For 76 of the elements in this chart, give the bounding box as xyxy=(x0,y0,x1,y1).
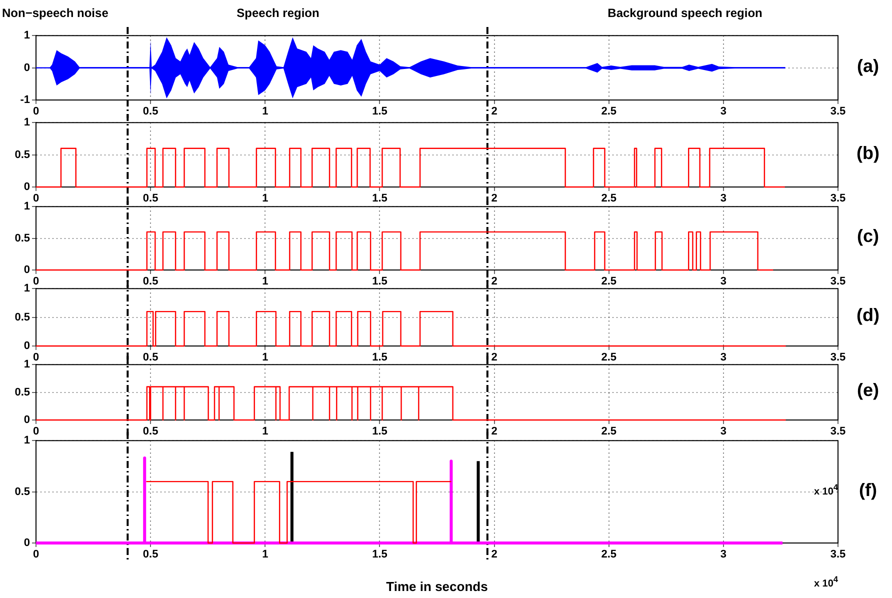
x-tick-label: 1 xyxy=(262,106,268,118)
x-tick-label: 3.5 xyxy=(830,276,846,288)
x-tick-label: 0.5 xyxy=(142,426,158,438)
text: (f) xyxy=(859,480,877,500)
text: (a) xyxy=(857,56,879,76)
text: Non−speech noise xyxy=(2,6,108,20)
x-tick-label: 1 xyxy=(262,426,268,438)
x-tick-label: 1 xyxy=(262,192,268,205)
x-tick-label: 2.5 xyxy=(601,192,617,205)
text: Speech region xyxy=(236,6,320,20)
x-tick-label: 0 xyxy=(32,276,40,288)
x-tick-label: 1 xyxy=(262,548,268,561)
y-tick-label: 1 xyxy=(24,30,30,42)
x-tick-label: 3.5 xyxy=(830,106,846,118)
y-tick-label: 0.5 xyxy=(14,311,30,324)
y-tick-label: 0.5 xyxy=(14,232,30,244)
x-tick-label: 2.5 xyxy=(601,548,617,561)
x-tick-label: 2 xyxy=(491,548,498,561)
y-tick-label: -1 xyxy=(20,94,30,106)
x-tick-label: 0.5 xyxy=(142,192,158,205)
y-tick-label: 0 xyxy=(24,414,30,426)
y-tick-label: 1 xyxy=(24,200,30,213)
x-tick-label: 2.5 xyxy=(601,276,617,288)
y-tick-label: 0.5 xyxy=(14,486,30,498)
annotation: x 10$^{4}$ xyxy=(814,482,838,498)
x-tick-label: 0.5 xyxy=(142,352,158,364)
x-tick-label: 2.5 xyxy=(601,352,617,364)
x-tick-label: 0 xyxy=(32,426,40,438)
y-tick-label: 0 xyxy=(24,181,30,194)
x-tick-label: 0 xyxy=(32,548,40,561)
x-tick-label: 3.5 xyxy=(830,426,846,438)
text: (e) xyxy=(857,380,879,401)
x-tick-label: 3 xyxy=(720,276,726,288)
x-axis-title: Time in seconds xyxy=(386,579,488,594)
x-tick-label: 1.5 xyxy=(372,426,388,438)
y-tick-label: 0 xyxy=(24,264,30,276)
x-tick-label: 1.5 xyxy=(372,276,388,288)
x-tick-label: 2 xyxy=(491,192,498,205)
text: (d) xyxy=(856,305,880,326)
text: Background speech region xyxy=(608,6,762,20)
x-tick-label: 0 xyxy=(32,352,40,364)
x-tick-label: 2.5 xyxy=(601,106,617,118)
x-tick-label: 2 xyxy=(491,106,498,118)
x-tick-label: 3.5 xyxy=(830,548,846,561)
y-tick-label: 0.5 xyxy=(14,148,30,161)
x-tick-label: 3 xyxy=(720,548,726,561)
y-tick-label: 0 xyxy=(24,340,30,352)
y-tick-label: 1 xyxy=(24,434,30,447)
y-tick-label: 1 xyxy=(24,116,30,129)
x-tick-label: 0.5 xyxy=(142,548,158,561)
text: (b) xyxy=(856,142,880,164)
x-tick-label: 3 xyxy=(720,352,726,364)
x-tick-label: 1.5 xyxy=(372,352,388,364)
x-tick-label: 3 xyxy=(720,106,726,118)
y-tick-label: 0 xyxy=(24,62,30,74)
x-tick-label: 2 xyxy=(491,352,498,364)
x-tick-label: 1.5 xyxy=(372,192,388,205)
x-tick-label: 3.5 xyxy=(830,352,846,364)
x-tick-label: 0.5 xyxy=(142,276,158,288)
x-tick-label: 1 xyxy=(262,352,268,364)
x-tick-label: 1.5 xyxy=(372,548,388,561)
text: x 10$^{4}$ xyxy=(814,574,838,590)
x-tick-label: 0.5 xyxy=(142,106,158,118)
x-tick-label: 2 xyxy=(491,276,498,288)
y-tick-label: 0 xyxy=(24,537,30,550)
x-tick-label: 0 xyxy=(32,192,40,205)
x-tick-label: 1 xyxy=(262,276,268,288)
x-tick-label: 3 xyxy=(720,192,726,205)
x-tick-label: 1.5 xyxy=(372,106,388,118)
x-tick-label: 0 xyxy=(32,106,40,118)
x-tick-label: 2.5 xyxy=(601,426,617,438)
y-tick-label: 0.5 xyxy=(14,386,30,398)
x-tick-label: 3.5 xyxy=(830,192,846,205)
text: (c) xyxy=(857,226,879,247)
x-tick-label: 3 xyxy=(720,426,726,438)
x-tick-label: 2 xyxy=(491,426,498,438)
